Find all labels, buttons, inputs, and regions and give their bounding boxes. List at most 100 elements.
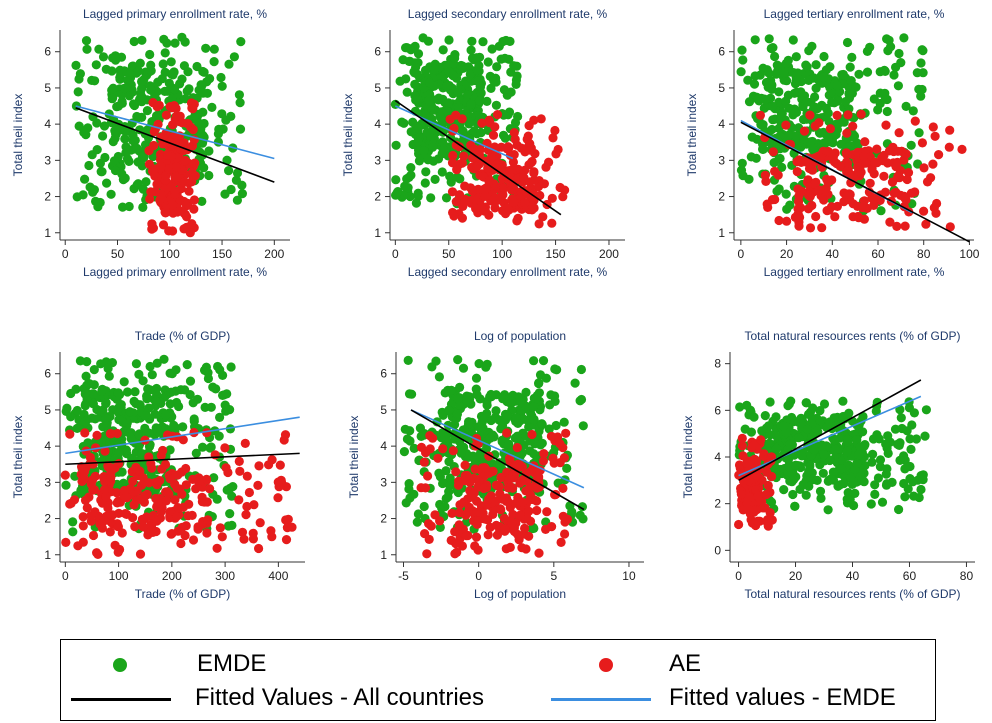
emde-point (509, 61, 519, 71)
emde-point (492, 62, 502, 72)
emde-point (89, 389, 99, 399)
ae-point (460, 196, 470, 207)
emde-point (736, 67, 746, 77)
x-tick-label: 0 (62, 247, 69, 261)
emde-point (150, 409, 160, 419)
ae-point (860, 137, 870, 147)
ae-point (447, 187, 458, 197)
x-tick-label: 0 (62, 569, 69, 583)
emde-point (917, 45, 927, 55)
ae-point (520, 198, 530, 208)
ae-point (144, 452, 154, 462)
fit-all-line (410, 409, 585, 511)
emde-point (122, 387, 133, 397)
emde-point (110, 126, 120, 136)
ae-point (425, 444, 435, 454)
emde-point (425, 78, 435, 88)
emde-point (121, 142, 131, 152)
y-axis-label: Total theil index (11, 94, 25, 177)
ae-point (491, 520, 501, 531)
emde-point (798, 480, 808, 490)
ae-point (241, 509, 251, 520)
ae-point (155, 476, 165, 486)
emde-point (914, 492, 924, 503)
y-tick-label: 5 (380, 403, 387, 417)
ae-point (103, 461, 113, 471)
ae-point (488, 130, 499, 140)
ae-point (945, 222, 955, 232)
emde-point (422, 127, 432, 137)
emde-point (794, 433, 804, 443)
ae-point (832, 110, 842, 120)
emde-point (461, 517, 471, 528)
emde-point (135, 58, 145, 68)
emde-point (785, 129, 795, 140)
emde-point (235, 124, 246, 134)
ae-point (892, 221, 902, 231)
ae-point (932, 198, 942, 209)
ae-point (919, 206, 929, 216)
emde-point (487, 44, 497, 54)
emde-point (150, 386, 160, 396)
fit-emde-line (410, 409, 585, 489)
y-axis-label: Total theil index (685, 94, 699, 177)
emde-point (232, 195, 242, 205)
emde-point (802, 424, 813, 434)
ae-point (529, 167, 539, 177)
emde-point (808, 403, 818, 413)
emde-point (887, 477, 897, 487)
emde-point (398, 55, 408, 65)
ae-point (166, 529, 176, 539)
ae-point (527, 201, 537, 211)
emde-point (882, 464, 892, 474)
y-tick-label: 2 (374, 190, 381, 204)
emde-point (224, 59, 234, 69)
ae-points (755, 109, 967, 233)
ae-point (173, 503, 183, 513)
emde-point (438, 45, 448, 55)
ae-point (457, 158, 467, 168)
ae-point (170, 495, 180, 505)
ae-point (212, 543, 222, 553)
y-tick-label: 8 (714, 357, 721, 371)
emde-point (145, 361, 155, 372)
ae-point (187, 219, 197, 229)
y-tick-label: 2 (380, 512, 387, 526)
emde-point (886, 42, 896, 52)
ae-point (903, 168, 914, 178)
ae-point (828, 152, 839, 162)
emde-point (846, 76, 856, 86)
emde-point (815, 406, 825, 416)
emde-point (806, 137, 816, 147)
emde-point (881, 439, 891, 449)
ae-point (451, 110, 461, 120)
x-tick-label: 40 (826, 247, 840, 261)
emde-point (227, 491, 237, 501)
fit-all-line (65, 452, 300, 466)
emde-point (211, 384, 221, 394)
ae-point (451, 197, 461, 207)
ae-point (172, 511, 182, 521)
emde-point (500, 133, 510, 143)
emde-point (839, 478, 849, 489)
emde-point (909, 408, 920, 418)
legend-emde-marker (113, 658, 127, 672)
emde-point (576, 364, 587, 375)
emde-point (738, 171, 748, 181)
ae-point (457, 541, 467, 551)
emde-point (486, 392, 496, 402)
ae-points (60, 427, 297, 560)
emde-point (427, 362, 437, 372)
emde-point (783, 401, 793, 411)
emde-point (767, 84, 777, 94)
emde-point (527, 524, 537, 534)
emde-point (906, 444, 916, 454)
emde-point (137, 92, 147, 102)
ae-points (144, 98, 200, 238)
emde-point (824, 116, 834, 127)
ae-point (872, 144, 882, 154)
x-tick-label: 60 (903, 569, 917, 583)
ae-point (770, 166, 780, 176)
emde-point (889, 70, 899, 80)
ae-point (490, 193, 500, 203)
